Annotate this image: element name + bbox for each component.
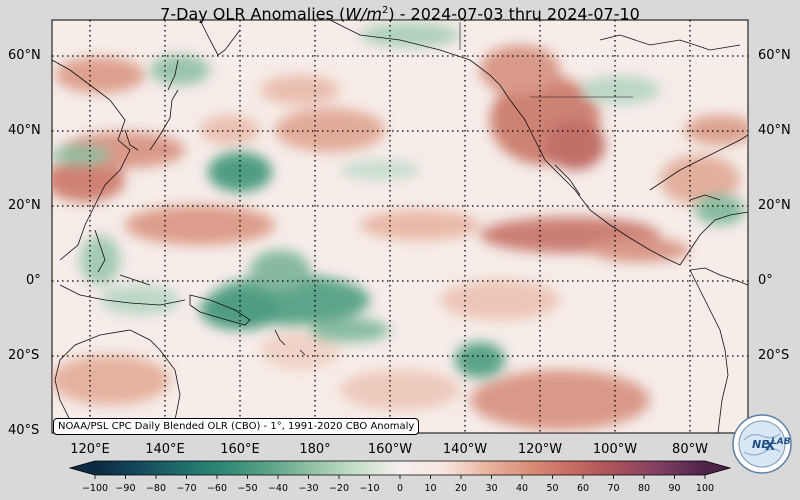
- lat-label-right-60n: 60°N: [758, 48, 791, 63]
- colorbar-tick-label: 30: [485, 483, 498, 494]
- lon-label-160w: 160°W: [367, 442, 413, 457]
- colorbar-tick-label: −90: [115, 483, 136, 494]
- lon-label-120w: 120°W: [517, 442, 563, 457]
- colorbar-tick-label: −70: [176, 483, 197, 494]
- colorbar-tick-label: −100: [81, 483, 109, 494]
- lat-label-left-40n: 40°N: [8, 123, 41, 138]
- graticule: [52, 20, 748, 433]
- title-prefix: 7-Day OLR Anomalies (: [160, 4, 346, 24]
- logo-text-lab: LAB: [771, 437, 791, 447]
- colorbar-tick-label: −40: [267, 483, 289, 494]
- colorbar-tick-label: 60: [576, 483, 590, 494]
- lat-label-right-0: 0°: [758, 273, 773, 288]
- lon-label-80w: 80°W: [672, 442, 708, 457]
- lat-label-left-20n: 20°N: [8, 198, 41, 213]
- colorbar-tick-label: 100: [695, 483, 715, 494]
- colorbar-tick-label: −50: [237, 483, 258, 494]
- lat-label-left-20s: 20°S: [8, 348, 40, 363]
- lon-label-160e: 160°E: [220, 442, 260, 457]
- colorbar-tick-label: 70: [607, 483, 620, 494]
- title-suffix: ) - 2024-07-03 thru 2024-07-10: [388, 4, 640, 24]
- lat-label-left-40s: 40°S: [8, 423, 40, 438]
- colorbar-tick-label: −60: [206, 483, 228, 494]
- lat-label-left-0: 0°: [26, 273, 41, 288]
- data-source-credit: NOAA/PSL CPC Daily Blended OLR (CBO) - 1…: [53, 418, 420, 435]
- colorbar: [68, 460, 732, 479]
- logo-text-x: X: [765, 439, 775, 454]
- nexlab-logo[interactable]: NE X LAB: [732, 414, 792, 474]
- map-title: 7-Day OLR Anomalies (W/m2) - 2024-07-03 …: [0, 0, 800, 25]
- colorbar-tick-label: 20: [454, 483, 468, 494]
- colorbar-right-arrow: [705, 461, 730, 475]
- lon-label-140w: 140°W: [442, 442, 488, 457]
- anomaly-field: [52, 23, 748, 430]
- colorbar-tick-label: 10: [424, 483, 437, 494]
- colorbar-tick-label: 80: [637, 483, 651, 494]
- title-unit: W/m: [345, 4, 382, 24]
- colorbar-tick-label: −20: [328, 483, 350, 494]
- lon-label-140e: 140°E: [145, 442, 185, 457]
- colorbar-tick-label: 0: [396, 483, 404, 494]
- lat-label-right-20s: 20°S: [758, 348, 790, 363]
- lon-label-100w: 100°W: [592, 442, 638, 457]
- lon-label-120e: 120°E: [70, 442, 110, 457]
- lat-label-right-20n: 20°N: [758, 198, 791, 213]
- logo-text-ne: NE: [752, 438, 769, 451]
- colorbar-tick-label: −80: [145, 483, 167, 494]
- colorbar-tick-label: 90: [668, 483, 681, 494]
- colorbar-tick-label: 40: [515, 483, 529, 494]
- lat-label-left-60n: 60°N: [8, 48, 41, 63]
- colorbar-body: [95, 461, 705, 475]
- lon-label-180: 180°: [299, 442, 331, 457]
- colorbar-tick-label: 50: [546, 483, 559, 494]
- colorbar-left-arrow: [70, 461, 95, 475]
- lat-label-right-40n: 40°N: [758, 123, 791, 138]
- title-unit-exponent: 2: [381, 5, 389, 16]
- colorbar-tick-label: −10: [359, 483, 380, 494]
- colorbar-tick-label: −30: [298, 483, 319, 494]
